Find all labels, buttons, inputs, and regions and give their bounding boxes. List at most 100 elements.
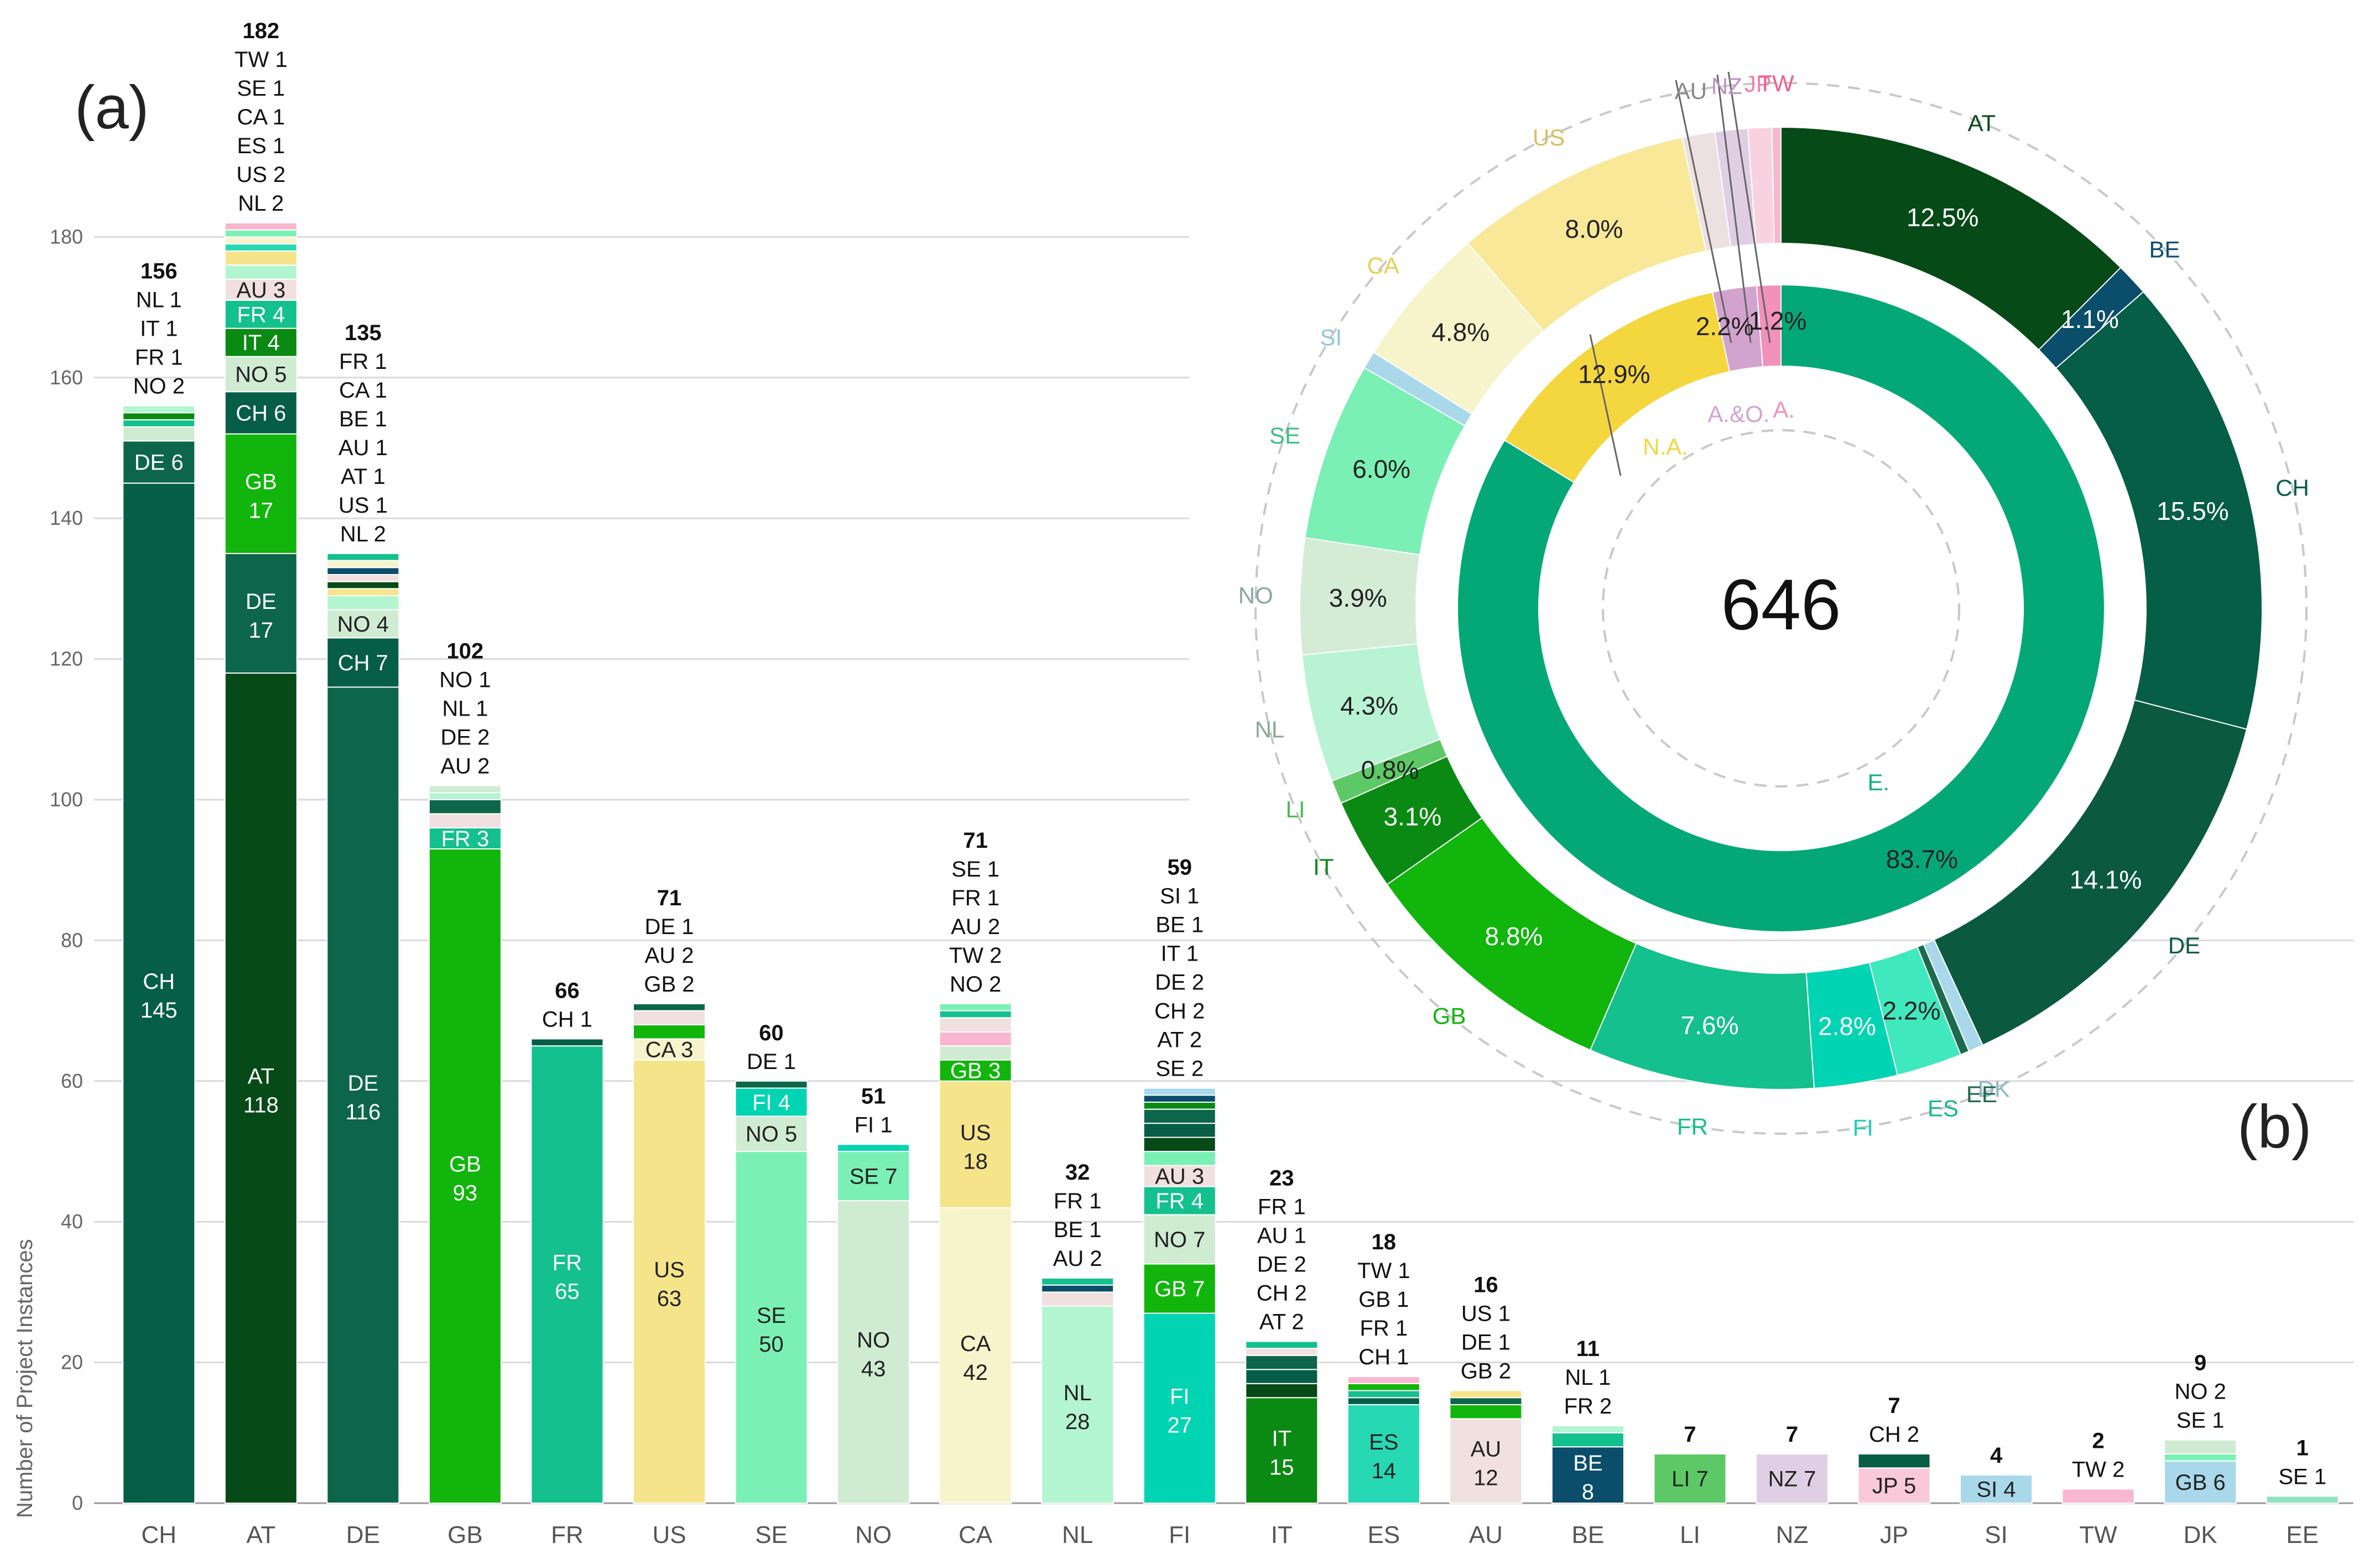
stack-annotation: NO 2 [950, 972, 1001, 997]
outer-slice-value: 15.5% [2157, 497, 2228, 525]
bar-segment-se [2164, 1453, 2237, 1462]
bar-segment-gb [1143, 1263, 1216, 1314]
x-tick-label: BE [1572, 1521, 1605, 1548]
stack-annotation: TW 1 [1357, 1259, 1410, 1283]
panel-b-label: (b) [2237, 1093, 2311, 1161]
outer-slice-label: DK [1978, 1076, 2010, 1102]
x-tick-label: AU [1469, 1521, 1503, 1548]
bar-si: SI 4 4 [1960, 1443, 2033, 1504]
segment-label: FR 4 [1155, 1189, 1204, 1213]
bar-dk: GB 6 SE 1 NO 2 9 [2164, 1351, 2237, 1504]
outer-slice-label: BE [2149, 237, 2180, 263]
outer-slice-label: NZ [1711, 73, 1742, 99]
bar-segment-dk [2164, 1460, 2237, 1504]
bar-total: 135 [345, 321, 382, 345]
bar-fr: FR 65 CH 1 66 [530, 978, 604, 1504]
segment-label: NL [1064, 1381, 1092, 1405]
y-tick-label: 160 [50, 366, 83, 389]
bar-total: 59 [1167, 856, 1192, 880]
stack-annotation: FR 1 [1360, 1316, 1408, 1341]
y-axis-ticks: 0 20 40 60 80 100 120 140 160 180 [50, 225, 83, 1514]
bar-segment-gb [1347, 1383, 1420, 1391]
outer-slice-value: 6.0% [1352, 455, 1410, 483]
bar-segment-fr [122, 419, 196, 427]
segment-label: 42 [963, 1360, 988, 1385]
bar-segment-no [735, 1115, 808, 1153]
bar-segment-fr [1551, 1432, 1624, 1448]
y-tick-label: 0 [72, 1492, 83, 1514]
bar-segment-de [633, 1003, 706, 1011]
inner-slice-value: 83.7% [1886, 844, 1958, 873]
segment-label: CA [960, 1332, 991, 1356]
stack-annotation: SE 1 [2278, 1464, 2326, 1489]
stack-annotation: FR 1 [339, 350, 387, 374]
stack-annotation: GB 2 [1461, 1359, 1511, 1383]
bar-segment-no [1143, 1214, 1216, 1265]
bar-se: SE 50 NO 5 FI 4 DE 1 60 [735, 1021, 808, 1504]
outer-slice-label: AT [1968, 110, 1996, 136]
segment-label: DE [348, 1071, 379, 1096]
bar-gb: GB 93 FR 3 AU 2 DE 2 NL 1 NO 1 102 [428, 639, 502, 1504]
center-total: 646 [1721, 564, 1841, 645]
bar-segment-fr [326, 552, 400, 561]
outer-slice-label: LI [1286, 796, 1305, 822]
leader-line [1716, 74, 1752, 343]
bar-total: 7 [1684, 1422, 1696, 1447]
segment-label: FR 4 [237, 303, 285, 327]
outer-slice-value: 12.5% [1907, 203, 1978, 232]
segment-label: 93 [453, 1181, 478, 1206]
segment-label: 63 [657, 1286, 682, 1311]
bar-segment-au [428, 813, 502, 828]
segment-label: LI 7 [1671, 1467, 1709, 1491]
bar-segment-ch [326, 637, 400, 688]
outer-slice-value: 8.0% [1565, 215, 1623, 243]
segment-label: 28 [1065, 1410, 1090, 1434]
segment-label: FI 4 [752, 1091, 790, 1115]
y-tick-label: 180 [50, 225, 83, 248]
segment-label: DE [246, 590, 277, 614]
bar-segment-us [939, 1080, 1012, 1208]
outer-slice-label: TW [1758, 70, 1794, 96]
y-tick-label: 140 [50, 507, 83, 529]
stack-annotation: FR 1 [135, 346, 183, 370]
x-tick-label: US [652, 1521, 686, 1548]
bar-segment-be [1041, 1284, 1115, 1293]
x-tick-label: SE [755, 1521, 788, 1548]
inner-slice-a [1756, 284, 1782, 368]
outer-slice-value: 2.8% [1818, 1012, 1876, 1041]
bar-ch: CH 145 DE 6 NO 2 FR 1 IT 1 NL 1 156 [122, 259, 196, 1504]
bar-segment-ch [224, 391, 298, 435]
inner-ring-slices [1457, 284, 2105, 932]
bar-segment-ca [633, 1038, 706, 1061]
bar-segment-se [224, 229, 298, 238]
bar-segment-at [1245, 1383, 1319, 1399]
inner-slice-e [1457, 284, 2105, 932]
bar-segment-ca [939, 1207, 1012, 1504]
bar-at: AT 118 DE 17 GB 17 CH 6 NO 5 IT 4 FR 4AU 3 NL 2 US … [224, 19, 298, 1504]
stack-annotation: ES 1 [237, 134, 285, 158]
segment-label: 18 [963, 1149, 988, 1174]
segment-label: 14 [1372, 1459, 1397, 1483]
bar-segment-ch [530, 1038, 604, 1047]
leader-lines [1589, 71, 1771, 476]
segment-label: AT [248, 1065, 274, 1089]
bar-segment-au [939, 1017, 1012, 1033]
stack-annotation: BE 1 [1054, 1218, 1102, 1242]
stack-annotation: TW 2 [949, 943, 1002, 968]
bar-total: 2 [2092, 1429, 2105, 1453]
bar-segment-nl [1041, 1305, 1115, 1504]
stack-annotation: CH 1 [1358, 1345, 1409, 1369]
bar-segment-au [633, 1010, 706, 1026]
bar-segment-ch [122, 482, 196, 1504]
stack-annotation: US 1 [1461, 1301, 1511, 1326]
stack-annotation: NO 2 [133, 374, 185, 399]
bar-segment-it [1245, 1397, 1319, 1504]
stack-annotation: CH 2 [1257, 1281, 1307, 1305]
segment-label: CH 7 [338, 651, 388, 675]
segment-label: 8 [1582, 1480, 1594, 1504]
bar-total: 66 [555, 978, 580, 1003]
x-tick-label: JP [1880, 1521, 1908, 1548]
outer-slice-value: 1.1% [2061, 305, 2119, 333]
